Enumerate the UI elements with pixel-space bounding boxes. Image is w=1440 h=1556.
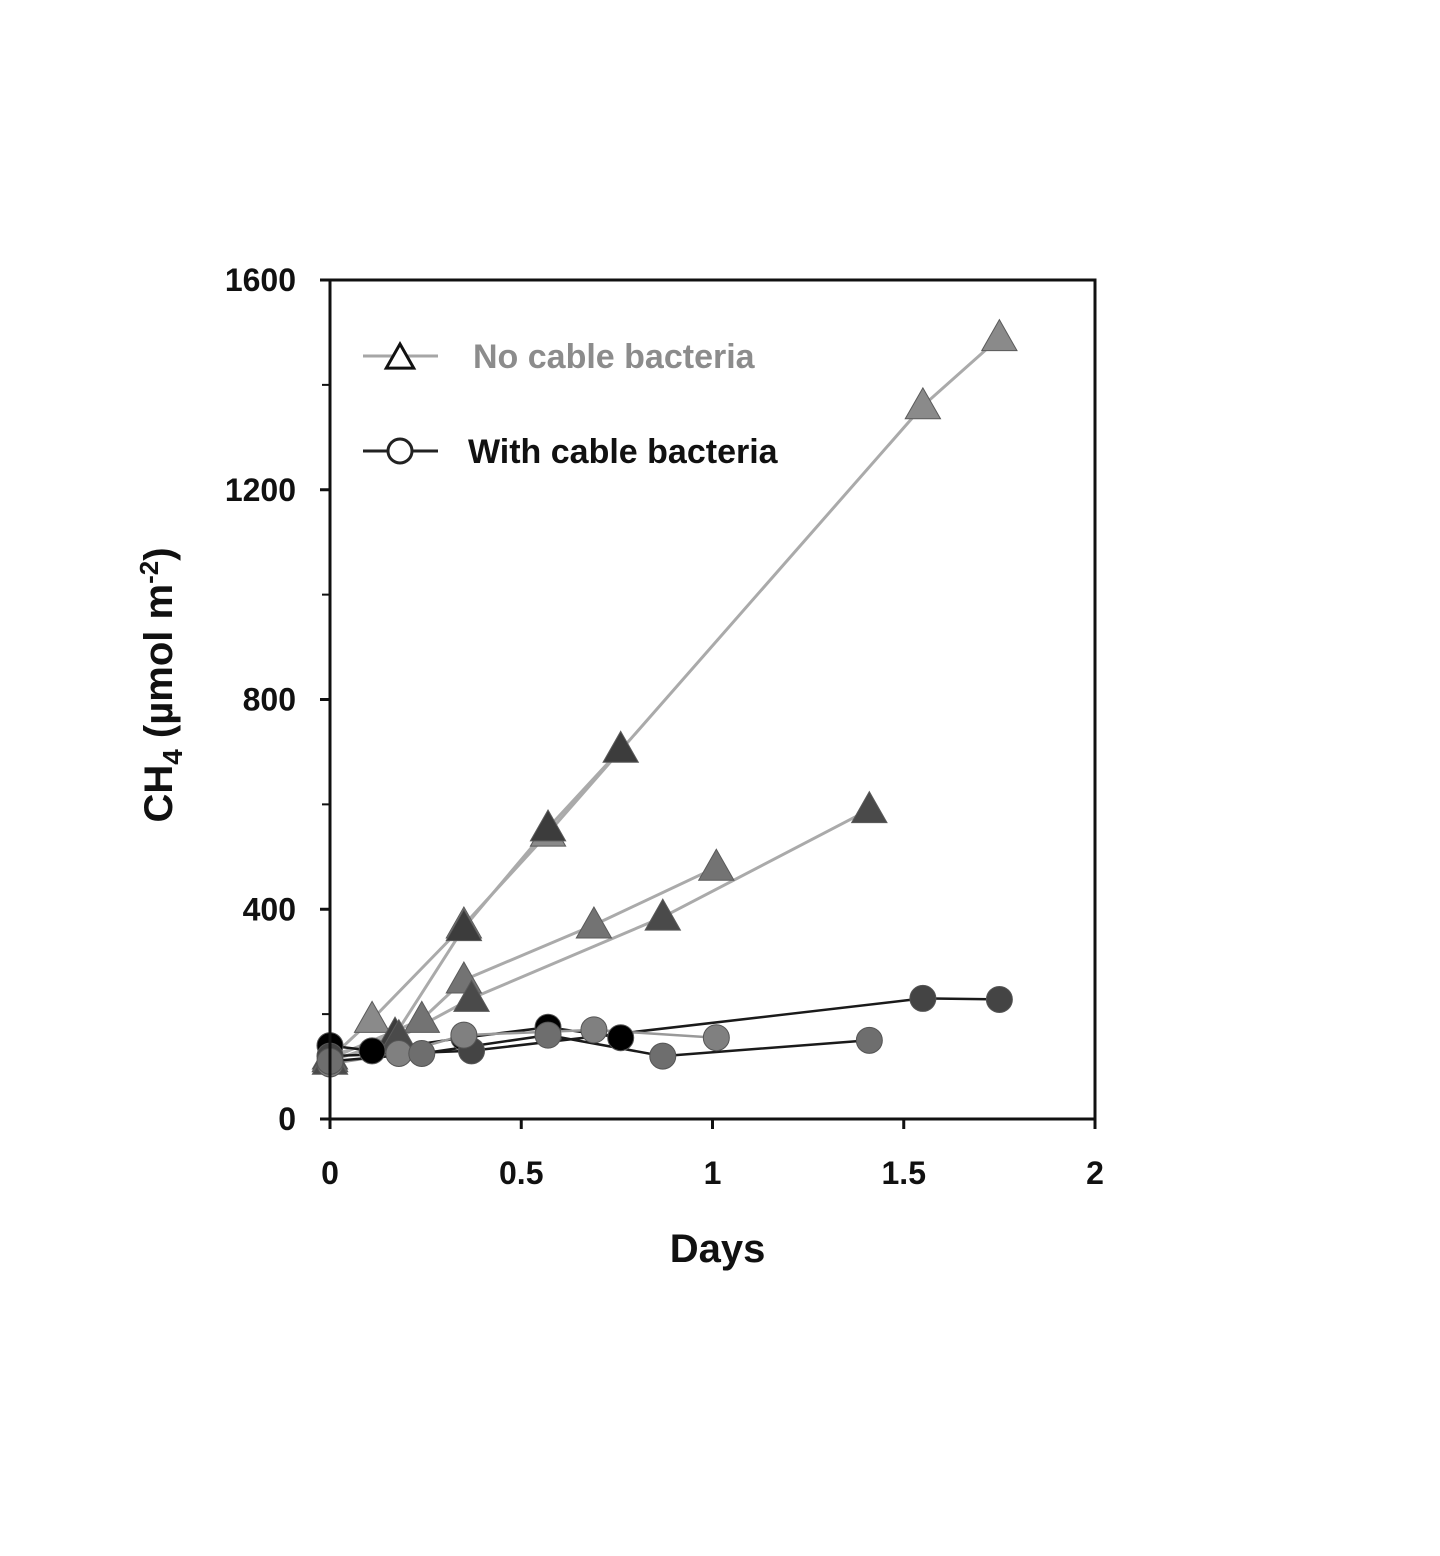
x-tick-label: 2 <box>1086 1155 1104 1191</box>
data-point-circle <box>408 1039 436 1067</box>
data-point-circle <box>534 1021 562 1049</box>
data-point-circle <box>985 985 1013 1013</box>
x-tick-label: 0 <box>321 1155 339 1191</box>
y-axis-title-base: CH <box>137 765 181 823</box>
y-tick-label: 0 <box>278 1101 296 1137</box>
data-point-circle <box>385 1039 413 1067</box>
y-tick-label: 1200 <box>225 472 296 508</box>
data-point-triangle <box>697 848 735 881</box>
y-axis-title-middle: (µmol m <box>137 584 181 749</box>
data-point-triangle <box>445 908 483 942</box>
y-axis-title: CH4 (µmol m-2) <box>134 547 188 822</box>
y-tick-label: 400 <box>243 891 296 927</box>
y-tick-label: 1600 <box>225 262 296 298</box>
data-point-triangle <box>602 730 640 763</box>
data-point-triangle <box>353 1000 391 1033</box>
y-axis-title-superscript: -2 <box>134 561 164 584</box>
x-tick-label: 0.5 <box>499 1155 543 1191</box>
x-axis-title: Days <box>670 1227 766 1271</box>
data-point-circle <box>649 1042 677 1070</box>
data-point-circle <box>909 984 937 1012</box>
x-tick-label: 1 <box>704 1155 722 1191</box>
data-point-circle <box>358 1037 386 1065</box>
data-point-triangle <box>850 790 888 824</box>
data-point-triangle <box>529 808 567 842</box>
data-point-triangle <box>575 905 613 939</box>
legend: No cable bacteria With cable bacteria <box>363 338 779 471</box>
data-point-circle <box>450 1021 478 1049</box>
data-point-triangle <box>980 318 1018 352</box>
data-point-circle <box>855 1026 883 1054</box>
x-tick-label: 1.5 <box>882 1155 926 1191</box>
data-point-circle <box>580 1016 608 1044</box>
axis-layer: 0 400 800 1200 1600 0 0.5 1 1.5 2 <box>225 262 1104 1191</box>
data-point-triangle <box>644 898 682 931</box>
series-markers <box>311 318 1018 1078</box>
plot-frame <box>328 278 1097 1121</box>
legend-label: With cable bacteria <box>468 433 779 471</box>
legend-circle-marker <box>386 437 414 465</box>
legend-label: No cable bacteria <box>473 338 756 376</box>
data-point-triangle <box>904 386 942 420</box>
data-point-circle <box>702 1024 730 1052</box>
y-axis-title-subscript: 4 <box>157 749 188 765</box>
legend-triangle-marker <box>383 340 417 370</box>
series-layer <box>311 318 1018 1078</box>
data-point-circle <box>607 1024 635 1052</box>
y-axis-title-end: ) <box>137 547 181 560</box>
data-point-triangle <box>453 979 491 1012</box>
data-point-triangle <box>403 1000 441 1033</box>
y-tick-label: 800 <box>243 682 296 718</box>
